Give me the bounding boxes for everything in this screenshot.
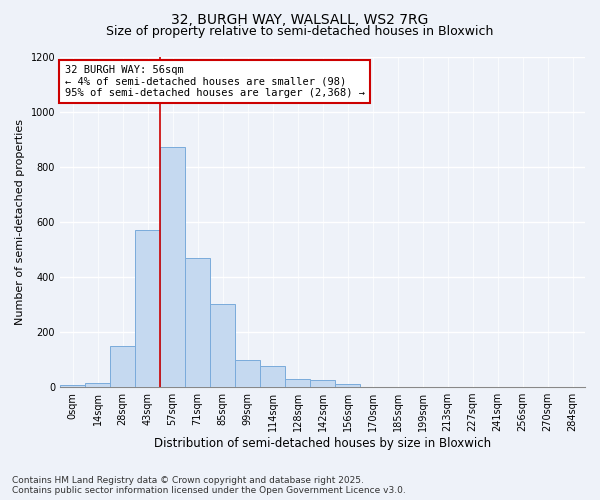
Y-axis label: Number of semi-detached properties: Number of semi-detached properties (15, 119, 25, 325)
Bar (60, 385, 85, 387)
Bar (160, 148, 185, 387)
Text: Size of property relative to semi-detached houses in Bloxwich: Size of property relative to semi-detach… (106, 25, 494, 38)
Bar (235, 360, 260, 387)
Text: 32 BURGH WAY: 56sqm
← 4% of semi-detached houses are smaller (98)
95% of semi-de: 32 BURGH WAY: 56sqm ← 4% of semi-detache… (65, 65, 365, 98)
Bar (335, 384, 360, 387)
Bar (210, 304, 235, 387)
Text: Contains HM Land Registry data © Crown copyright and database right 2025.
Contai: Contains HM Land Registry data © Crown c… (12, 476, 406, 495)
Bar (185, 258, 210, 387)
Bar (110, 346, 135, 387)
Bar (85, 383, 110, 387)
Bar (135, 230, 160, 387)
X-axis label: Distribution of semi-detached houses by size in Bloxwich: Distribution of semi-detached houses by … (154, 437, 491, 450)
Bar (310, 380, 335, 387)
Bar (260, 366, 285, 387)
Text: 32, BURGH WAY, WALSALL, WS2 7RG: 32, BURGH WAY, WALSALL, WS2 7RG (172, 12, 428, 26)
Bar (285, 379, 310, 387)
